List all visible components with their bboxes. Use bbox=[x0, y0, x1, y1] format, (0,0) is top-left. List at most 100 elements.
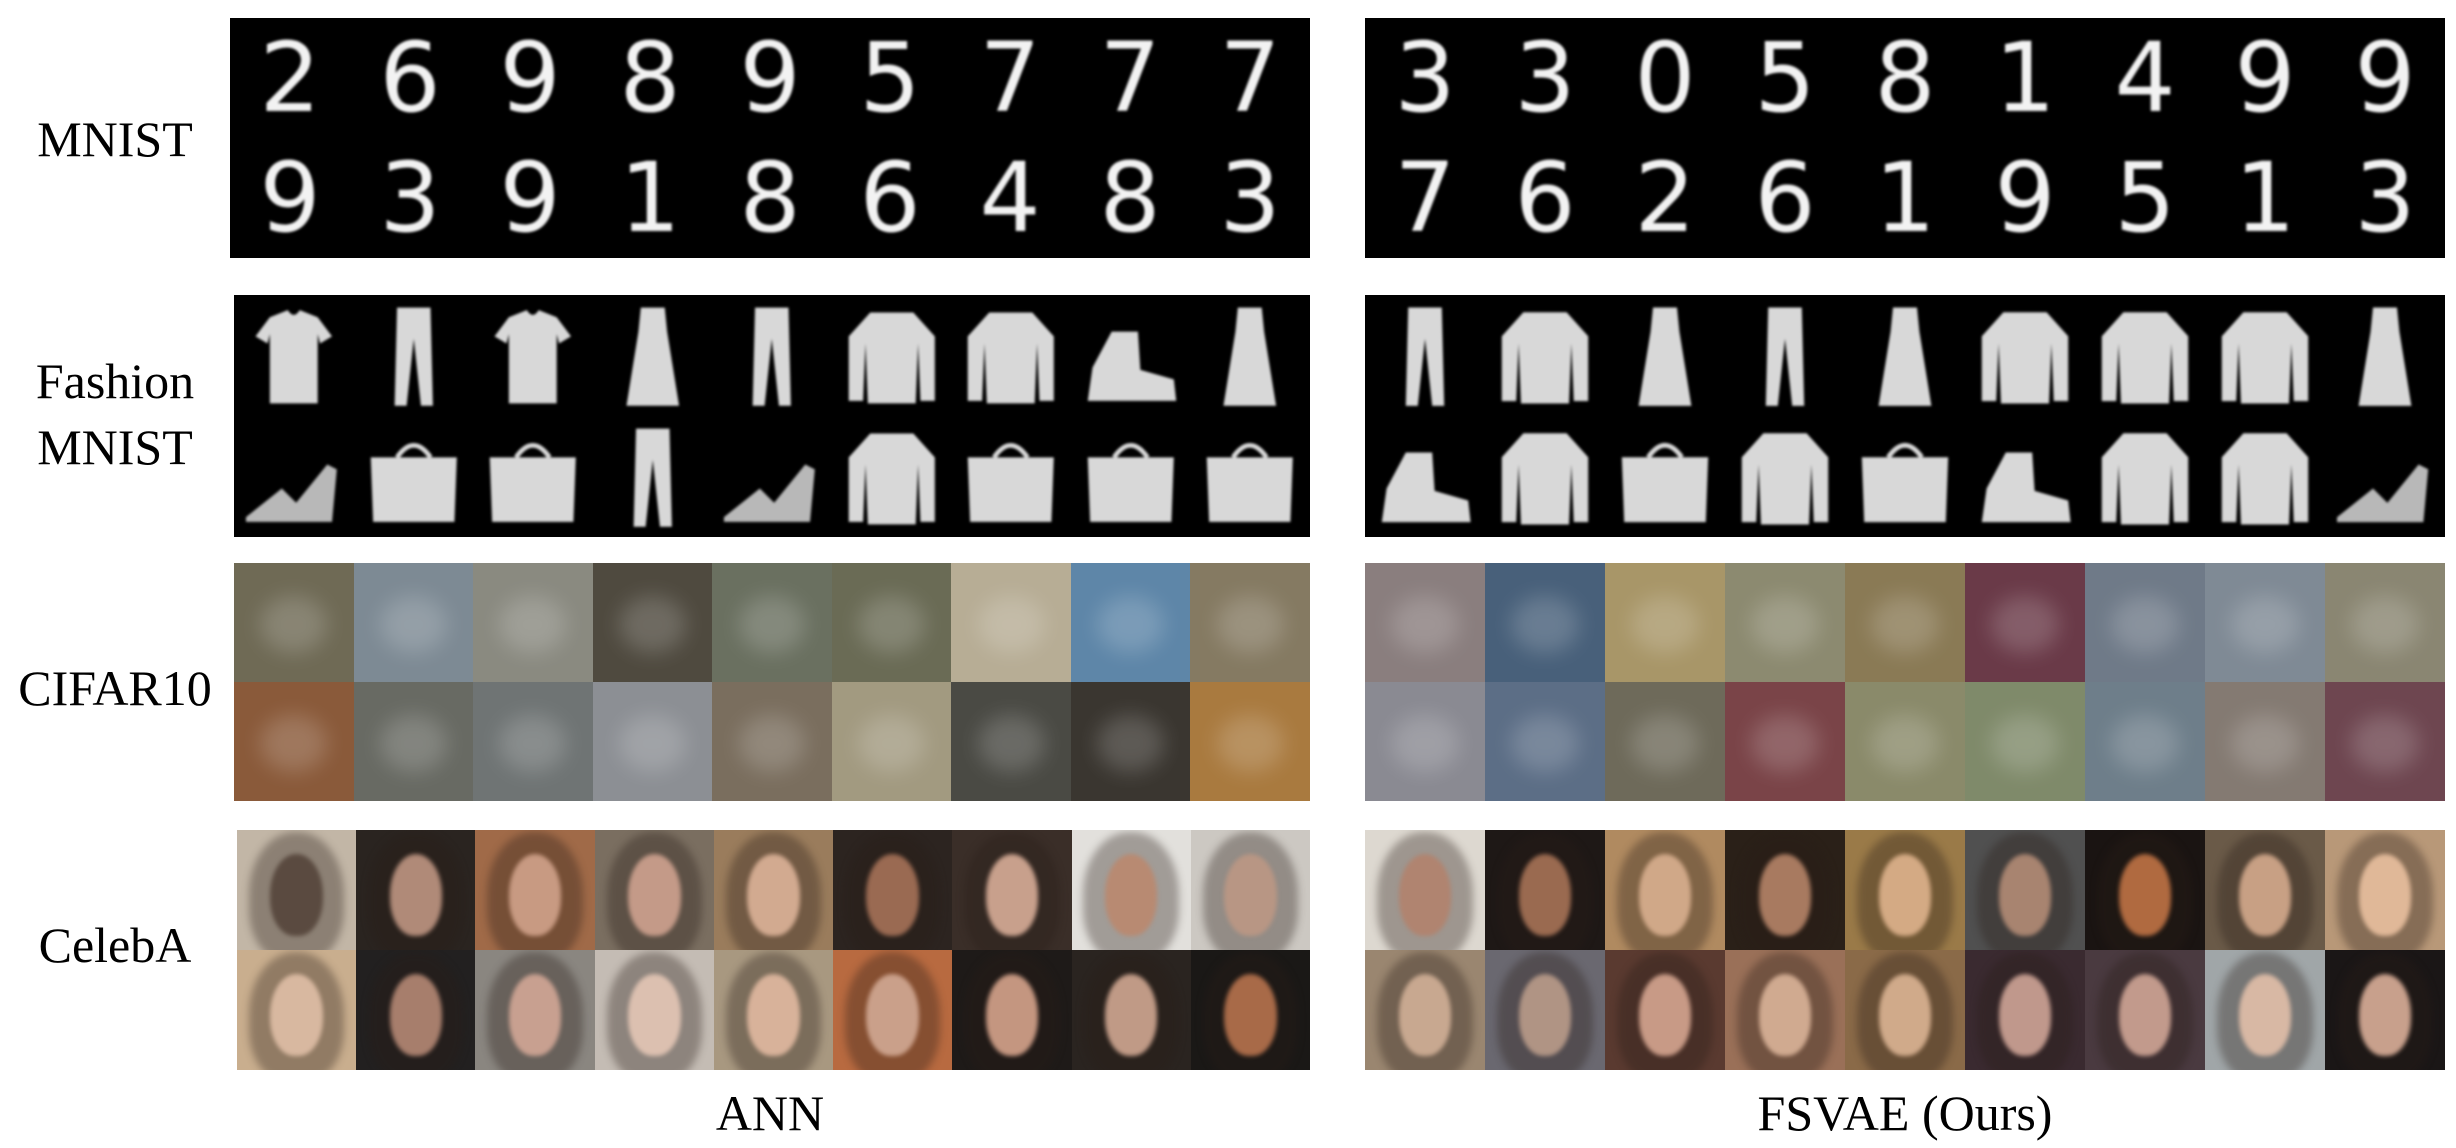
digit-glyph: 3 bbox=[1394, 22, 1456, 134]
cifar10-sample bbox=[1605, 682, 1725, 801]
face-region bbox=[2358, 854, 2412, 936]
dress-icon bbox=[626, 307, 679, 406]
cifar10-sample bbox=[234, 682, 354, 801]
face-region bbox=[2238, 974, 2292, 1056]
bag-icon bbox=[1621, 442, 1709, 523]
digit-glyph: 8 bbox=[619, 22, 681, 134]
fashion-mnist-sample bbox=[951, 416, 1071, 537]
mnist-sample: 3 bbox=[1365, 18, 1485, 138]
object-blob bbox=[858, 715, 926, 773]
cifar10-sample bbox=[2205, 563, 2325, 682]
digit-glyph: 2 bbox=[259, 22, 321, 134]
cifar10-sample bbox=[592, 563, 713, 682]
cifar10-sample bbox=[1365, 682, 1485, 801]
celeba-face-sample bbox=[1190, 950, 1310, 1070]
face-region bbox=[1104, 974, 1158, 1056]
tshirt-icon bbox=[494, 310, 572, 404]
celeba-face-sample bbox=[2325, 950, 2445, 1070]
object-blob bbox=[1871, 596, 1939, 654]
mnist-sample: 1 bbox=[1965, 18, 2085, 138]
object-blob bbox=[618, 715, 686, 773]
mnist-sample: 5 bbox=[1725, 18, 1845, 138]
face-region bbox=[1224, 974, 1277, 1056]
mnist-sample: 8 bbox=[590, 18, 710, 138]
mnist-sample: 3 bbox=[2325, 138, 2445, 258]
mnist-sample: 1 bbox=[590, 138, 710, 258]
fashion-mnist-sample bbox=[1190, 416, 1310, 537]
face-region bbox=[2358, 974, 2412, 1056]
cifar10-sample bbox=[712, 682, 832, 801]
mnist-sample: 8 bbox=[1070, 138, 1190, 258]
fashion-mnist-sample bbox=[1725, 295, 1845, 416]
cifar10-sample bbox=[234, 563, 354, 682]
celeba-fsvae-grid bbox=[1365, 830, 2445, 1070]
pullover-icon bbox=[2101, 312, 2189, 404]
fashion-mnist-sample bbox=[1845, 295, 1965, 416]
face-region bbox=[270, 974, 323, 1056]
object-blob bbox=[379, 596, 447, 654]
object-blob bbox=[618, 596, 686, 654]
celeba-face-sample bbox=[1605, 830, 1725, 950]
digit-glyph: 9 bbox=[2354, 22, 2416, 134]
cifar10-sample bbox=[1485, 682, 1605, 801]
celeba-face-sample bbox=[833, 950, 953, 1070]
cifar10-sample bbox=[951, 563, 1071, 682]
digit-glyph: 5 bbox=[859, 22, 921, 134]
digit-glyph: 4 bbox=[2114, 22, 2176, 134]
fashion-mnist-sample bbox=[1485, 416, 1605, 537]
cifar10-sample bbox=[2085, 563, 2205, 682]
digit-glyph: 3 bbox=[1219, 142, 1281, 254]
object-blob bbox=[260, 596, 328, 654]
boot-icon bbox=[1381, 452, 1471, 523]
fashion-mnist-sample bbox=[1365, 295, 1485, 416]
mnist-sample: 7 bbox=[1070, 18, 1190, 138]
celeba-face-sample bbox=[1965, 830, 2085, 950]
digit-glyph: 7 bbox=[979, 22, 1041, 134]
object-blob bbox=[1751, 715, 1819, 773]
digit-glyph: 9 bbox=[499, 22, 561, 134]
column-label-ann: ANN bbox=[715, 1085, 825, 1141]
sandal-icon bbox=[245, 464, 337, 522]
cifar10-sample bbox=[1190, 682, 1310, 801]
face-region bbox=[2118, 854, 2172, 936]
digit-glyph: 2 bbox=[1634, 142, 1696, 254]
mnist-sample: 6 bbox=[1725, 138, 1845, 258]
boot-icon bbox=[1981, 452, 2071, 523]
mnist-sample: 1 bbox=[2205, 138, 2325, 258]
face-region bbox=[1998, 974, 2052, 1056]
bag-icon bbox=[968, 443, 1055, 522]
fashion-mnist-sample bbox=[1071, 416, 1191, 537]
object-blob bbox=[977, 715, 1045, 773]
trouser-icon bbox=[633, 428, 672, 527]
pullover-icon bbox=[1981, 312, 2069, 404]
celeba-face-sample bbox=[833, 830, 953, 950]
cifar10-sample bbox=[1190, 563, 1310, 682]
digit-glyph: 1 bbox=[619, 142, 681, 254]
celeba-face-sample bbox=[1365, 830, 1485, 950]
pullover-icon bbox=[2101, 433, 2189, 525]
face-region bbox=[2238, 854, 2292, 936]
fashion-mnist-sample bbox=[1190, 295, 1310, 416]
mnist-sample: 3 bbox=[1190, 138, 1310, 258]
face-region bbox=[985, 854, 1039, 936]
cifar10-sample bbox=[1965, 682, 2085, 801]
fashion-fsvae-grid bbox=[1365, 295, 2445, 537]
pullover-icon bbox=[848, 433, 935, 525]
celeba-face-sample bbox=[356, 950, 476, 1070]
celeba-face-sample bbox=[237, 830, 357, 950]
face-region bbox=[1518, 974, 1572, 1056]
fashion-mnist-sample bbox=[1965, 295, 2085, 416]
digit-glyph: 1 bbox=[2234, 142, 2296, 254]
pullover-icon bbox=[1501, 433, 1589, 525]
fashion-ann-grid bbox=[234, 295, 1310, 537]
digit-glyph: 3 bbox=[2354, 142, 2416, 254]
face-region bbox=[1998, 854, 2052, 936]
celeba-face-sample bbox=[1485, 950, 1605, 1070]
celeba-face-sample bbox=[475, 830, 595, 950]
cifar10-sample bbox=[1605, 563, 1725, 682]
object-blob bbox=[1871, 715, 1939, 773]
face-region bbox=[747, 974, 800, 1056]
fashion-mnist-sample bbox=[1725, 416, 1845, 537]
fashion-mnist-sample bbox=[2085, 416, 2205, 537]
celeba-ann-grid bbox=[237, 830, 1310, 1070]
